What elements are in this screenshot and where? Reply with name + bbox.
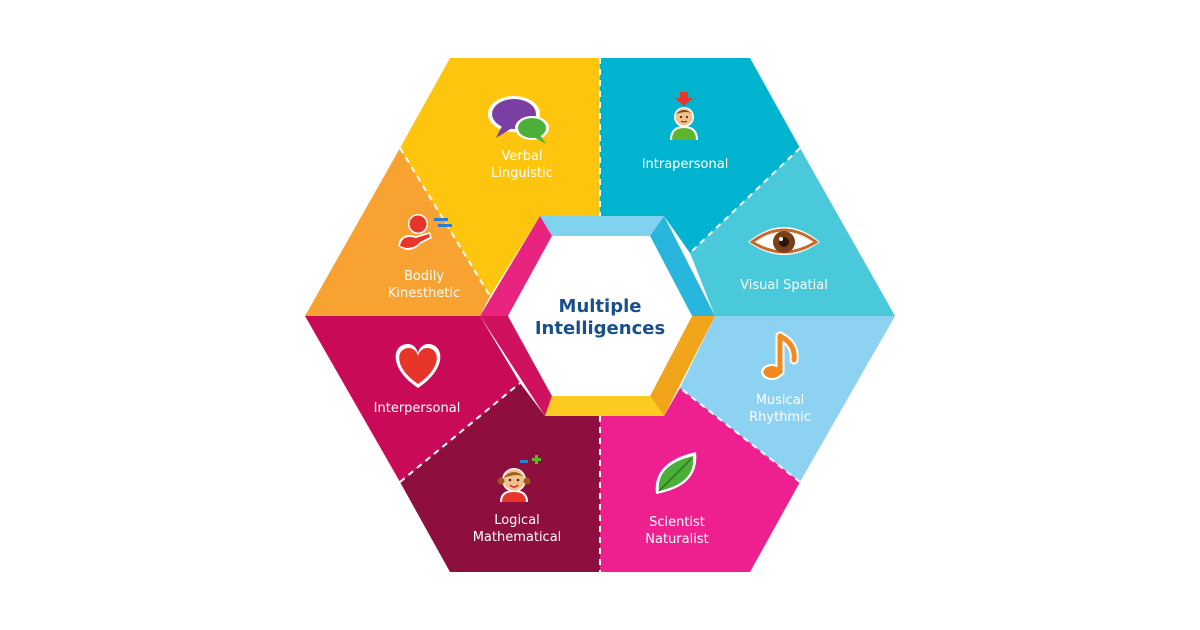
inner-bevel-bottom-right (650, 316, 715, 416)
label-logical-line2: Mathematical (473, 530, 562, 545)
label-interpersonal: Interpersonal (374, 401, 461, 416)
leaf-icon (655, 452, 697, 494)
inner-bevel-top-right (650, 216, 715, 316)
heart-icon (395, 344, 441, 388)
segment-musical-rhythmic (680, 316, 895, 482)
label-verbal-line1: Verbal (501, 149, 542, 164)
label-naturalist-line2: Naturalist (645, 532, 708, 547)
segment-intrapersonal (600, 58, 800, 253)
label-verbal-line2: Linguistic (491, 166, 553, 181)
center-title-line2: Intelligences (535, 318, 665, 339)
girl-math-icon (497, 455, 541, 502)
segment-scientist-naturalist (600, 388, 800, 572)
eye-icon (748, 227, 820, 255)
label-intrapersonal: Intrapersonal (642, 157, 729, 172)
center-title-line1: Multiple (559, 296, 642, 317)
inner-bevel-top (540, 216, 664, 236)
center-hexagon (508, 236, 692, 396)
segment-bodily-kinesthetic (305, 148, 490, 316)
music-note-icon (761, 331, 799, 380)
divider-lower-left (399, 382, 521, 483)
speech-bubbles-icon (488, 96, 549, 144)
thinking-person-icon (670, 92, 698, 140)
divider-lower-right (679, 387, 801, 483)
divider-upper-right (689, 147, 801, 254)
inner-bevel-bottom (545, 396, 664, 416)
label-musical-line2: Rhythmic (749, 410, 811, 425)
label-bodily-line1: Bodily (404, 269, 444, 284)
running-person-icon (398, 214, 452, 250)
label-naturalist-line1: Scientist (649, 515, 705, 530)
label-visual-spatial: Visual Spatial (740, 278, 828, 293)
divider-upper-left (399, 147, 491, 297)
inner-bevel-bottom-left (480, 316, 552, 416)
label-logical-line1: Logical (494, 513, 540, 528)
segment-logical-mathematical (400, 383, 600, 572)
segment-verbal-linguistic (400, 58, 600, 296)
segment-interpersonal (305, 316, 520, 482)
inner-bevel-top-left (480, 216, 552, 316)
label-musical-line1: Musical (756, 393, 805, 408)
label-bodily-line2: Kinesthetic (388, 286, 460, 301)
